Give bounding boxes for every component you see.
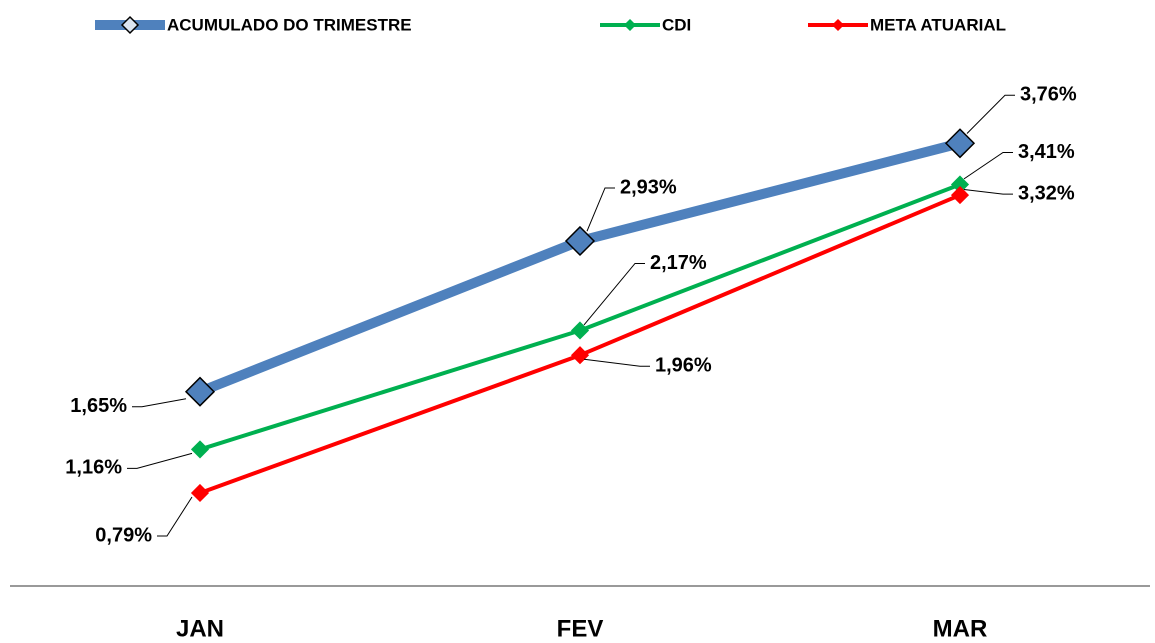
marker — [570, 321, 590, 340]
leader-line — [583, 358, 650, 367]
leader-line — [966, 94, 1015, 134]
data-label: 1,16% — [65, 457, 122, 479]
data-label: 2,17% — [650, 252, 707, 274]
marker — [190, 440, 210, 459]
data-label: 3,76% — [1020, 84, 1077, 106]
x-tick-label: FEV — [557, 615, 604, 642]
marker — [564, 225, 596, 257]
legend-label: META ATUARIAL — [870, 15, 1006, 34]
marker — [184, 376, 216, 407]
x-tick-label: JAN — [176, 615, 224, 642]
marker — [950, 186, 970, 205]
leader-line — [127, 452, 193, 469]
leader-line — [132, 398, 187, 408]
legend-marker — [120, 15, 140, 35]
data-label: 2,93% — [620, 176, 677, 198]
marker — [944, 128, 976, 159]
line — [199, 182, 961, 452]
data-label: 0,79% — [95, 524, 152, 546]
marker — [190, 483, 210, 503]
leader-line — [157, 496, 193, 537]
x-tick-label: MAR — [933, 615, 988, 642]
legend-label: CDI — [662, 15, 691, 34]
data-label: 1,65% — [70, 395, 127, 417]
legend-label: ACUMULADO DO TRIMESTRE — [167, 15, 412, 34]
legend-marker — [623, 18, 637, 32]
leader-line — [963, 151, 1013, 180]
legend-marker — [831, 18, 845, 32]
data-label: 3,41% — [1018, 141, 1075, 163]
data-label: 1,96% — [655, 354, 712, 376]
leader-line — [963, 188, 1013, 195]
data-label: 3,32% — [1018, 182, 1075, 204]
leader-line — [586, 187, 615, 232]
leader-line — [583, 262, 645, 326]
marker — [570, 346, 590, 365]
